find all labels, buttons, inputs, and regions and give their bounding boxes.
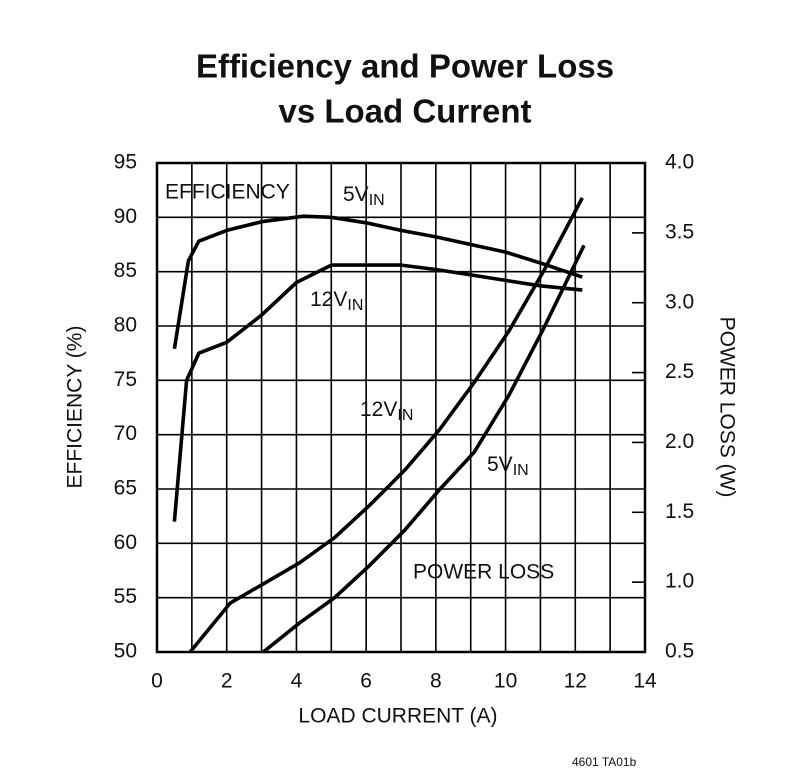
series-label-sub: IN xyxy=(369,192,385,209)
y2-axis-label: POWER LOSS (W) xyxy=(715,317,738,498)
y-tick-label: 75 xyxy=(114,368,137,391)
series-label-main: 12V xyxy=(310,288,347,311)
series-label: 12VIN xyxy=(310,288,363,315)
chart-title: vs Load Current xyxy=(278,93,531,130)
y2-tick-label: 4.0 xyxy=(665,151,694,174)
series-label: 5VIN xyxy=(343,183,385,210)
y-tick-label: 80 xyxy=(114,314,137,337)
y-tick-label: 95 xyxy=(114,151,137,174)
series-label-main: 12V xyxy=(360,398,397,421)
x-tick-label: 12 xyxy=(564,670,587,693)
y2-tick-label: 3.5 xyxy=(665,220,694,243)
x-tick-label: 14 xyxy=(633,670,657,693)
series-line xyxy=(262,244,586,654)
y-tick-label: 65 xyxy=(114,477,137,500)
x-tick-label: 8 xyxy=(430,670,442,693)
y-tick-label: 90 xyxy=(114,205,137,228)
series-label-sub: IN xyxy=(513,462,529,479)
series-line xyxy=(172,263,583,522)
y-tick-label: 70 xyxy=(114,422,137,445)
series-line xyxy=(188,197,584,654)
x-tick-label: 6 xyxy=(360,670,372,693)
x-tick-label: 0 xyxy=(151,670,163,693)
y2-tick-label: 2.0 xyxy=(665,430,694,453)
series-label-sub: IN xyxy=(397,407,413,424)
series-label: 12VIN xyxy=(360,398,413,425)
y-tick-label: 60 xyxy=(114,531,137,554)
y-axis-label: EFFICIENCY (%) xyxy=(64,326,87,489)
y2-tick-label: 0.5 xyxy=(665,640,694,663)
x-tick-label: 2 xyxy=(221,670,233,693)
x-tick-label: 10 xyxy=(494,670,517,693)
y-tick-label: 85 xyxy=(114,259,137,282)
annotation: POWER LOSS xyxy=(413,561,554,584)
y-tick-label: 55 xyxy=(114,585,137,608)
x-tick-label: 4 xyxy=(291,670,303,693)
y2-tick-label: 1.5 xyxy=(665,500,694,523)
series-label-sub: IN xyxy=(347,297,363,314)
series-label-main: 5V xyxy=(343,183,369,206)
series-line xyxy=(172,214,583,350)
x-axis-label: LOAD CURRENT (A) xyxy=(298,705,497,728)
series-label-main: 5V xyxy=(487,453,513,476)
plot-frame xyxy=(155,161,647,654)
y-tick-label: 50 xyxy=(114,640,137,663)
chart-title: Efficiency and Power Loss xyxy=(196,48,614,85)
y2-tick-label: 2.5 xyxy=(665,360,694,383)
y2-tick-label: 1.0 xyxy=(665,570,694,593)
annotation: EFFICIENCY xyxy=(165,181,290,204)
footnote: 4601 TA01b xyxy=(572,755,637,769)
y2-tick-label: 3.0 xyxy=(665,290,694,313)
series-label: 5VIN xyxy=(487,453,529,480)
